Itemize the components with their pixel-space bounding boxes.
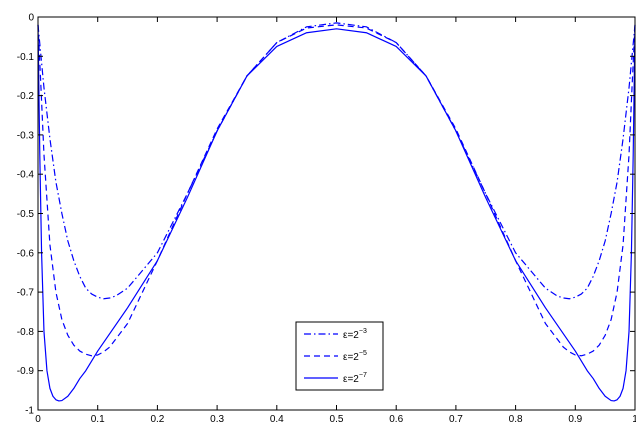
legend-box <box>295 321 384 391</box>
legend-label-2: ε=2−5 <box>343 350 367 363</box>
x-tick-label: 0.3 <box>210 414 224 425</box>
x-tick-label: 0.5 <box>330 414 344 425</box>
plot-lines <box>37 22 636 402</box>
x-tick-label: 1 <box>632 414 636 425</box>
x-tick-label: 0.2 <box>150 414 164 425</box>
series-line-1 <box>37 22 636 300</box>
x-tick-label: 0 <box>35 414 41 425</box>
y-tick-label: -1 <box>25 406 34 417</box>
series-line-2 <box>37 24 636 357</box>
y-tick-label: -0.9 <box>17 366 35 377</box>
y-axis: 0 -0.1 -0.2 -0.3 -0.4 -0.5 -0.6 -0.7 -0.8 -0.9 -1 <box>17 13 635 417</box>
legend-label-1: ε=2−3 <box>343 328 367 341</box>
y-tick-label: -0.4 <box>17 170 35 181</box>
legend: ε=2−3 ε=2−5 ε=2−7 <box>295 321 384 391</box>
x-tick-label: 0.4 <box>270 414 284 425</box>
x-tick-label: 0.1 <box>91 414 105 425</box>
x-tick-label: 0.9 <box>568 414 582 425</box>
series-line-3 <box>37 24 636 402</box>
y-tick-label: -0.2 <box>17 91 35 102</box>
y-tick-label: -0.6 <box>17 248 35 259</box>
y-tick-label: -0.7 <box>17 288 35 299</box>
x-axis: 0 0.1 0.2 0.3 0.4 0.5 0.6 0.7 0.8 0.9 1 <box>35 17 636 425</box>
x-tick-label: 0.7 <box>449 414 463 425</box>
y-tick-label: 0 <box>28 13 34 24</box>
x-tick-label: 0.8 <box>509 414 523 425</box>
y-tick-label: -0.8 <box>17 327 35 338</box>
legend-label-3: ε=2−7 <box>343 372 367 385</box>
y-tick-label: -0.5 <box>17 209 35 220</box>
y-tick-label: -0.1 <box>17 52 35 63</box>
x-tick-label: 0.6 <box>389 414 403 425</box>
y-tick-label: -0.3 <box>17 130 35 141</box>
